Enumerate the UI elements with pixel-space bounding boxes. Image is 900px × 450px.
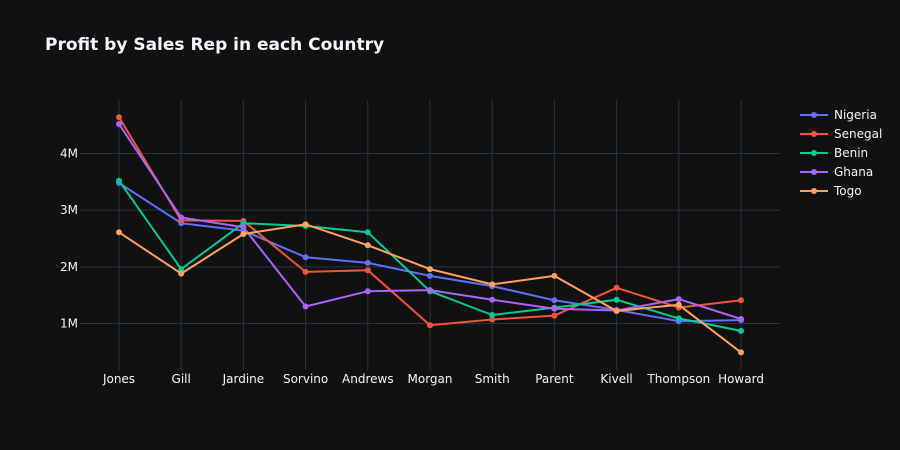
- x-tick-label: Andrews: [342, 372, 394, 386]
- y-tick-label: 2M: [60, 260, 78, 274]
- data-point[interactable]: [613, 284, 620, 291]
- data-point[interactable]: [240, 224, 247, 231]
- data-point[interactable]: [116, 121, 122, 128]
- data-point[interactable]: [427, 272, 433, 279]
- data-point[interactable]: [738, 327, 744, 334]
- data-point[interactable]: [427, 322, 433, 329]
- data-point[interactable]: [738, 297, 744, 304]
- data-point[interactable]: [675, 296, 682, 303]
- data-point[interactable]: [489, 312, 496, 318]
- legend-label: Benin: [834, 146, 868, 160]
- data-point[interactable]: [302, 268, 309, 275]
- data-point[interactable]: [675, 315, 682, 322]
- data-point[interactable]: [302, 254, 309, 261]
- x-tick-label: Howard: [718, 372, 764, 386]
- x-tick-label: Smith: [475, 372, 510, 386]
- legend-marker-icon: [811, 188, 817, 194]
- legend-item-senegal[interactable]: Senegal: [800, 127, 882, 141]
- x-tick-label: Sorvino: [283, 372, 328, 386]
- x-tick-label: Thompson: [646, 372, 710, 386]
- data-point[interactable]: [551, 305, 558, 312]
- data-point[interactable]: [427, 266, 433, 273]
- data-point[interactable]: [116, 229, 122, 236]
- data-point[interactable]: [116, 177, 122, 184]
- data-point[interactable]: [302, 303, 309, 310]
- data-point[interactable]: [364, 267, 371, 274]
- legend-marker-icon: [811, 112, 817, 118]
- x-tick-label: Gill: [172, 372, 191, 386]
- legend-item-togo[interactable]: Togo: [800, 184, 862, 198]
- axis-labels: 1M 2M 3M 4M Jones Gill Jardine Sorvino Andrews Mo…: [60, 147, 764, 387]
- x-tick-label: Morgan: [408, 372, 453, 386]
- data-point[interactable]: [489, 281, 496, 288]
- legend-item-benin[interactable]: Benin: [800, 146, 868, 160]
- data-point[interactable]: [364, 242, 371, 249]
- legend-label: Ghana: [834, 165, 873, 179]
- data-point[interactable]: [551, 272, 558, 279]
- legend-label: Togo: [833, 184, 862, 198]
- data-point[interactable]: [364, 229, 371, 236]
- series-layer: [116, 114, 744, 356]
- y-tick-label: 4M: [60, 147, 78, 161]
- x-tick-label: Jones: [102, 372, 135, 386]
- data-point[interactable]: [364, 288, 371, 295]
- data-point[interactable]: [489, 296, 496, 303]
- x-tick-label: Jardine: [222, 372, 265, 386]
- legend-marker-icon: [811, 169, 817, 175]
- data-point[interactable]: [364, 259, 371, 266]
- legend-item-nigeria[interactable]: Nigeria: [800, 108, 877, 122]
- data-point[interactable]: [738, 349, 744, 356]
- data-point[interactable]: [178, 266, 185, 273]
- x-tick-label: Kivell: [600, 372, 632, 386]
- data-point[interactable]: [738, 315, 744, 322]
- data-point[interactable]: [613, 308, 620, 315]
- grid: [80, 100, 780, 370]
- data-point[interactable]: [613, 296, 620, 303]
- legend-marker-icon: [811, 150, 817, 156]
- y-tick-label: 3M: [60, 203, 78, 217]
- data-point[interactable]: [489, 316, 496, 323]
- data-point[interactable]: [551, 297, 558, 304]
- data-point[interactable]: [178, 214, 185, 221]
- data-point[interactable]: [178, 270, 185, 277]
- legend-label: Senegal: [834, 127, 882, 141]
- chart-title: Profit by Sales Rep in each Country: [45, 35, 384, 55]
- legend-marker-icon: [811, 131, 817, 137]
- data-point[interactable]: [240, 230, 247, 237]
- y-tick-label: 1M: [60, 317, 78, 331]
- x-tick-label: Parent: [535, 372, 574, 386]
- data-point[interactable]: [675, 301, 682, 308]
- legend[interactable]: Nigeria Senegal Benin Ghana Togo: [800, 108, 882, 198]
- data-point[interactable]: [427, 287, 433, 294]
- legend-label: Nigeria: [834, 108, 877, 122]
- data-point[interactable]: [302, 221, 309, 228]
- series-togo: [116, 221, 744, 356]
- data-point[interactable]: [551, 312, 558, 319]
- legend-item-ghana[interactable]: Ghana: [800, 165, 873, 179]
- data-point[interactable]: [116, 114, 122, 121]
